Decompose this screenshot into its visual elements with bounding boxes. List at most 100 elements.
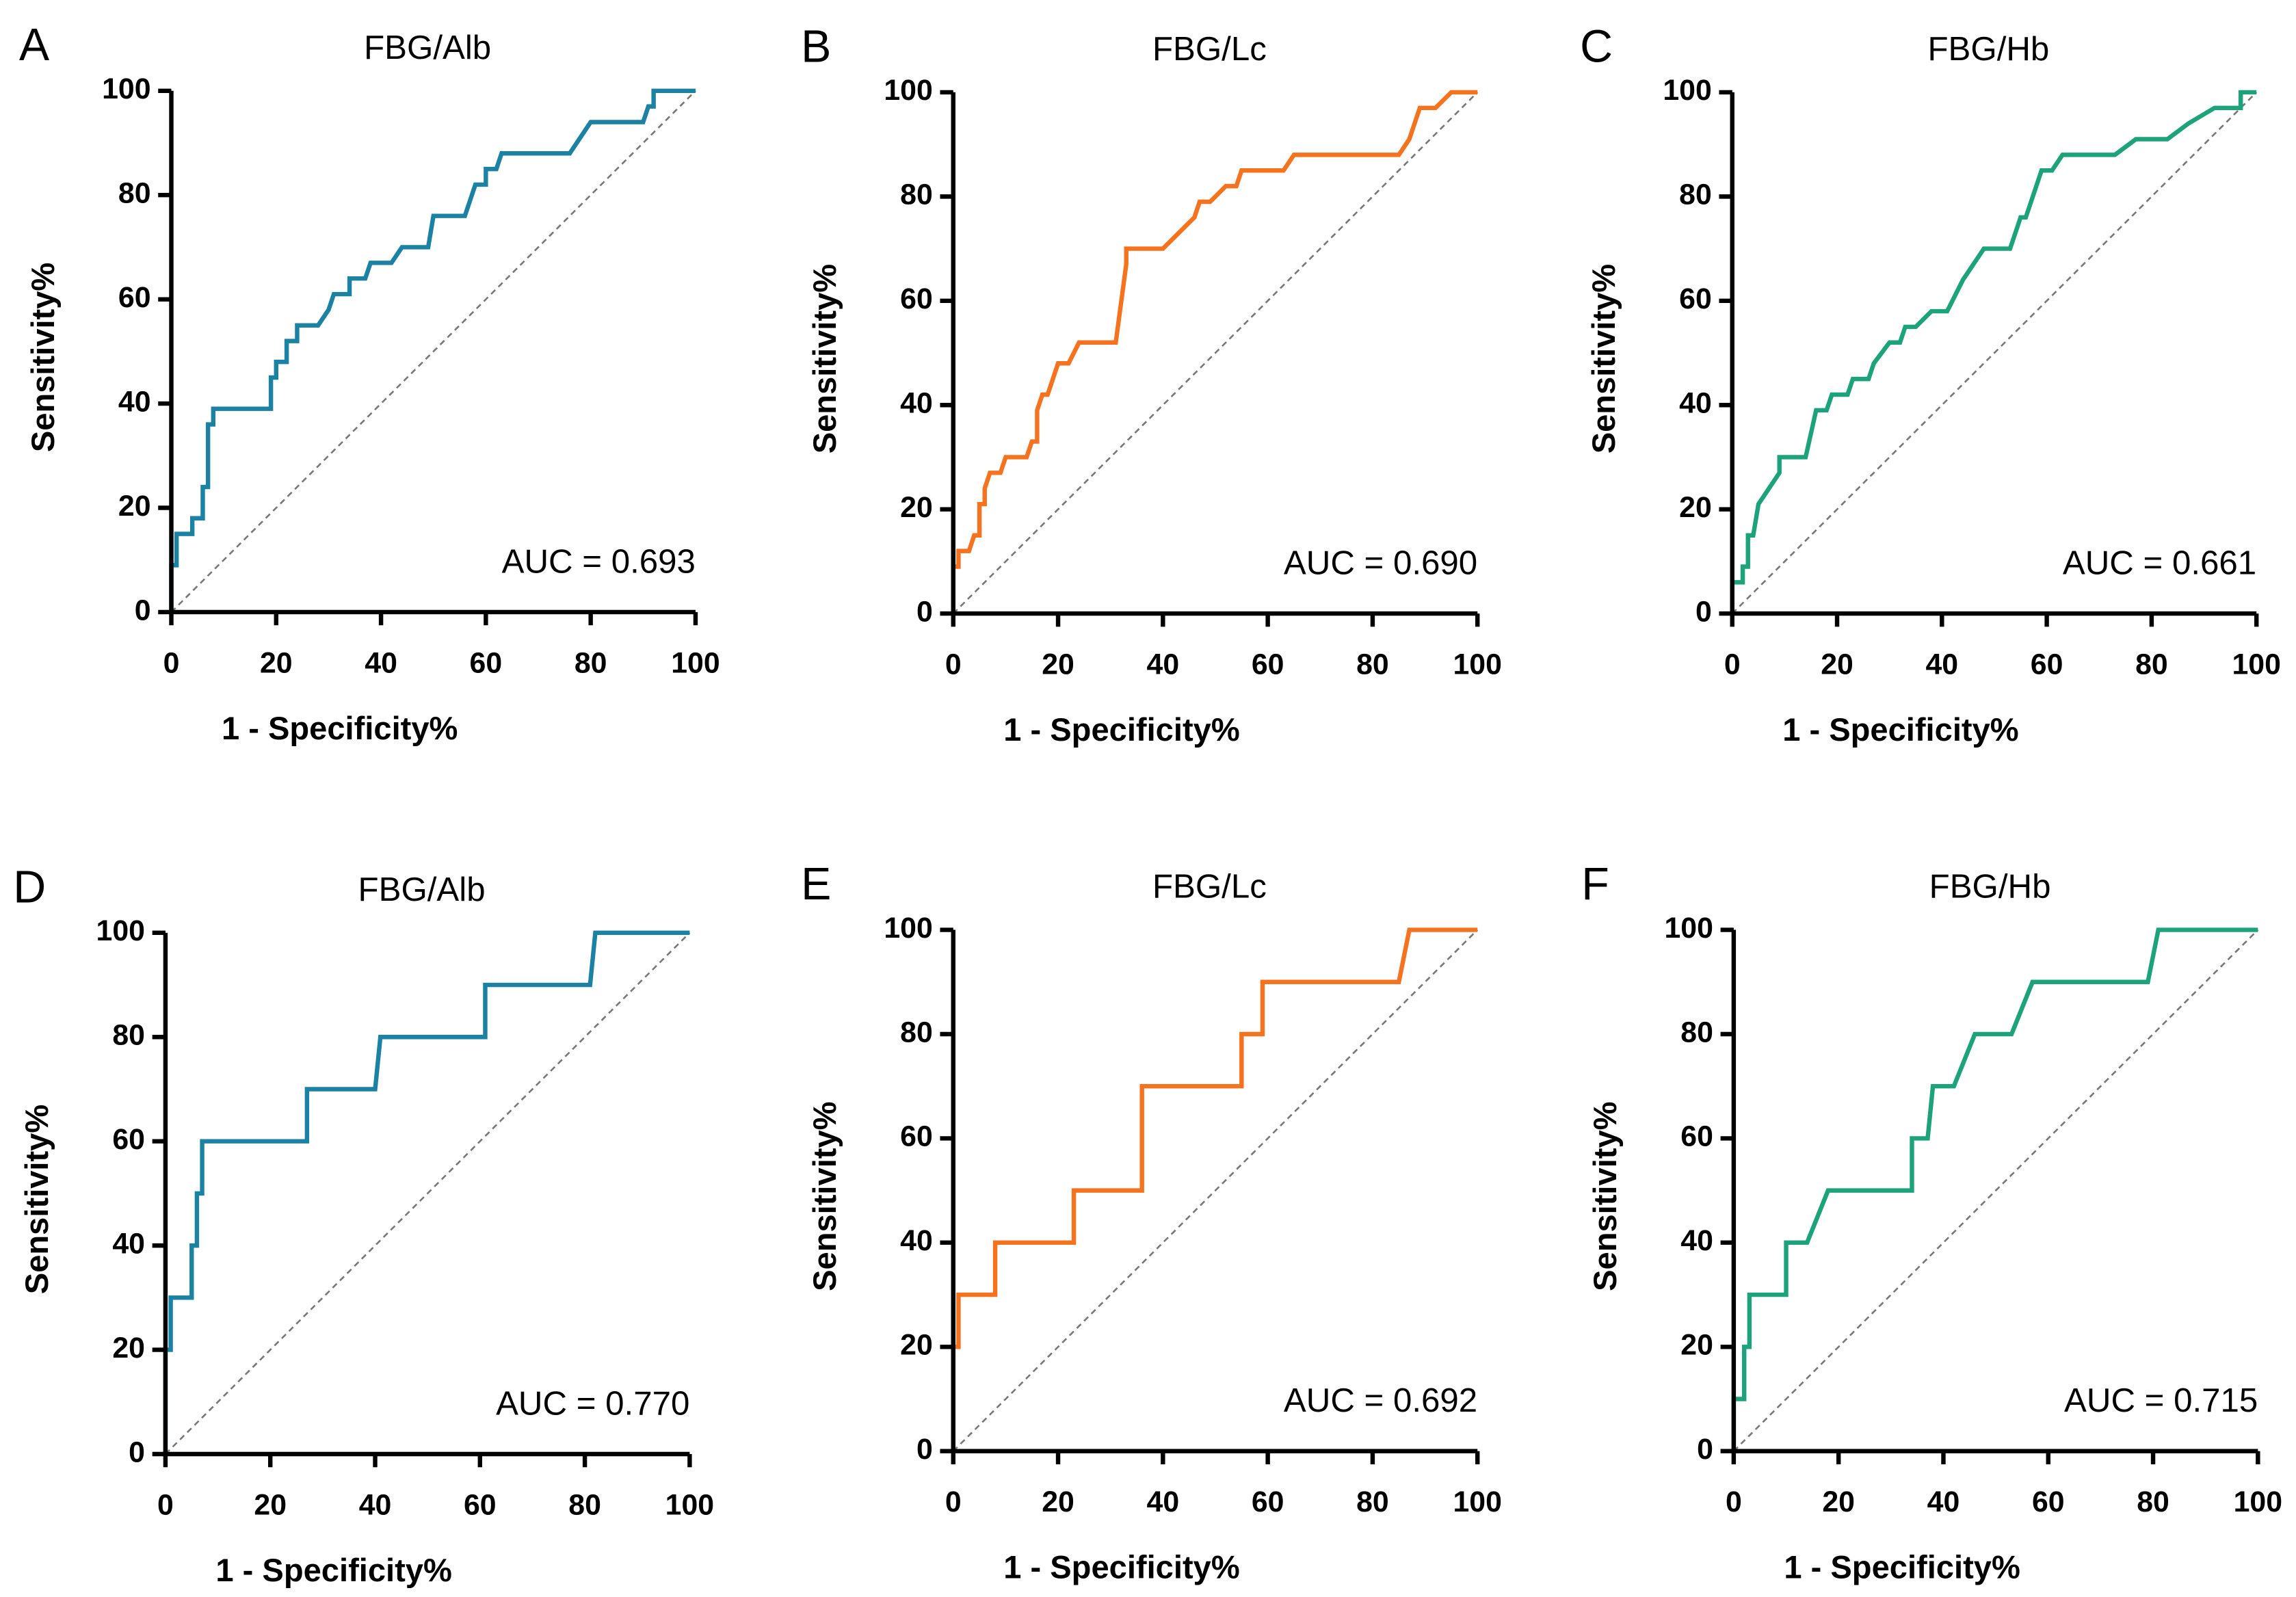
- panel: 0 20 40 60 80 100 0 20 40 60 80 100 B FBG/Lc 1 - Speci…: [801, 21, 1502, 748]
- x-tick-label: 20: [1821, 648, 1853, 681]
- roc-curve: [169, 88, 696, 612]
- roc-curve: [951, 927, 1478, 1451]
- x-tick-label: 60: [470, 646, 503, 679]
- x-tick-label: 40: [359, 1488, 392, 1521]
- x-tick-label: 80: [1356, 1486, 1389, 1518]
- x-tick-label: 80: [568, 1488, 601, 1521]
- reference-diagonal: [1731, 92, 2258, 615]
- x-tick-label: 0: [1724, 648, 1741, 681]
- y-tick-label: 60: [900, 1120, 933, 1153]
- x-tick-label: 0: [1726, 1486, 1742, 1518]
- y-tick-label: 20: [1679, 491, 1712, 524]
- y-tick-label: 100: [1663, 74, 1711, 107]
- y-tick-label: 60: [118, 281, 151, 314]
- x-tick-label: 40: [365, 646, 397, 679]
- x-tick-label: 60: [2032, 1486, 2065, 1518]
- y-tick-label: 40: [1680, 1224, 1713, 1257]
- y-tick-label: 60: [900, 282, 933, 315]
- x-tick-label: 0: [945, 1486, 962, 1518]
- x-tick-label: 80: [1356, 648, 1389, 681]
- panel-label: A: [19, 20, 50, 70]
- y-tick-label: 40: [900, 1224, 933, 1257]
- reference-diagonal: [952, 92, 1479, 615]
- auc-annotation: AUC = 0.693: [502, 542, 696, 580]
- x-tick-label: 0: [163, 646, 180, 679]
- y-tick-label: 80: [112, 1019, 145, 1052]
- y-tick-label: 60: [1679, 282, 1712, 315]
- auc-annotation: AUC = 0.770: [496, 1384, 689, 1422]
- chart-title: FBG/Alb: [358, 871, 486, 908]
- y-tick-label: 20: [900, 491, 933, 524]
- x-tick-label: 100: [2234, 1486, 2282, 1518]
- panel-label: D: [13, 862, 46, 912]
- x-tick-label: 20: [254, 1488, 287, 1521]
- x-tick-label: 40: [1927, 1486, 1960, 1518]
- panel-label: C: [1580, 21, 1613, 72]
- y-axis-title: Sensitivity%: [18, 1105, 55, 1294]
- x-tick-label: 60: [1252, 1486, 1284, 1518]
- y-tick-label: 100: [102, 72, 150, 105]
- panel: 0 20 40 60 80 100 0 20 40 60 80 100 D FBG/Alb 1 - Spec…: [13, 862, 714, 1588]
- panel-label: E: [801, 859, 831, 910]
- y-axis-title: Sensitivity%: [1587, 1101, 1623, 1291]
- x-tick-label: 0: [945, 648, 962, 681]
- x-tick-label: 60: [464, 1488, 497, 1521]
- x-tick-label: 100: [1453, 1486, 1502, 1518]
- y-tick-label: 0: [1695, 595, 1712, 628]
- x-tick-label: 60: [2031, 648, 2063, 681]
- y-tick-label: 0: [1697, 1433, 1713, 1466]
- auc-annotation: AUC = 0.715: [2064, 1382, 2258, 1419]
- chart-title: FBG/Alb: [364, 29, 491, 66]
- x-tick-label: 40: [1147, 1486, 1180, 1518]
- chart-title: FBG/Hb: [1927, 30, 2049, 68]
- y-tick-label: 0: [916, 595, 933, 628]
- x-tick-label: 60: [1252, 648, 1284, 681]
- panel: 0 20 40 60 80 100 0 20 40 60 80 100 A FBG/Alb 1 - Spec…: [19, 20, 720, 746]
- x-axis-title: 1 - Specificity%: [1003, 1549, 1239, 1585]
- x-tick-label: 100: [671, 646, 720, 679]
- y-tick-label: 100: [96, 914, 145, 947]
- x-tick-label: 20: [1042, 1486, 1074, 1518]
- y-tick-label: 60: [112, 1123, 145, 1156]
- x-tick-label: 100: [1453, 648, 1502, 681]
- x-tick-label: 40: [1147, 648, 1180, 681]
- y-tick-label: 20: [112, 1332, 145, 1364]
- roc-curve: [1730, 90, 2257, 614]
- y-tick-label: 100: [1664, 912, 1713, 945]
- y-tick-label: 0: [135, 594, 151, 626]
- x-tick-label: 100: [665, 1488, 714, 1521]
- chart-title: FBG/Hb: [1929, 868, 2051, 906]
- y-tick-label: 80: [900, 179, 933, 211]
- panel: 0 20 40 60 80 100 0 20 40 60 80 100 C FBG/Hb 1 - Speci…: [1580, 21, 2281, 748]
- y-tick-label: 0: [916, 1433, 933, 1466]
- y-tick-label: 40: [112, 1227, 145, 1260]
- roc-curve: [951, 90, 1478, 614]
- x-axis-title: 1 - Specificity%: [1782, 711, 2018, 748]
- x-axis-title: 1 - Specificity%: [222, 710, 458, 746]
- x-tick-label: 80: [2137, 1486, 2169, 1518]
- y-tick-label: 20: [118, 490, 151, 523]
- chart-title: FBG/Lc: [1152, 868, 1267, 906]
- y-tick-label: 80: [1679, 179, 1712, 211]
- auc-annotation: AUC = 0.690: [1284, 544, 1477, 581]
- y-tick-label: 20: [900, 1329, 933, 1362]
- y-tick-label: 100: [884, 74, 932, 107]
- chart-title: FBG/Lc: [1152, 30, 1267, 68]
- auc-annotation: AUC = 0.692: [1284, 1382, 1477, 1419]
- reference-diagonal: [165, 932, 691, 1455]
- y-tick-label: 100: [884, 912, 932, 945]
- x-tick-label: 80: [575, 646, 607, 679]
- x-axis-title: 1 - Specificity%: [1003, 711, 1239, 748]
- y-tick-label: 40: [118, 385, 151, 418]
- y-axis-title: Sensitivity%: [806, 1101, 843, 1291]
- y-tick-label: 0: [129, 1436, 145, 1468]
- x-tick-label: 20: [260, 646, 293, 679]
- panel: 0 20 40 60 80 100 0 20 40 60 80 100 F FBG/Hb 1 - Speci…: [1581, 859, 2282, 1585]
- roc-curve: [1731, 927, 2258, 1451]
- x-tick-label: 20: [1042, 648, 1074, 681]
- y-axis-title: Sensitivity%: [806, 264, 843, 453]
- panel: 0 20 40 60 80 100 0 20 40 60 80 100 E FBG/Lc 1 - Speci…: [801, 859, 1502, 1585]
- y-tick-label: 40: [900, 387, 933, 420]
- x-tick-label: 20: [1822, 1486, 1855, 1518]
